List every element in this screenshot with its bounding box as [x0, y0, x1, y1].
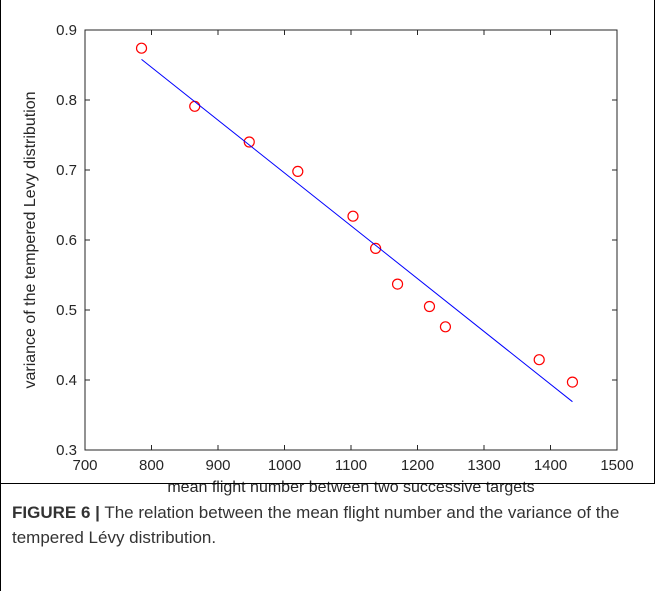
x-tick-label: 1400 — [534, 457, 567, 474]
x-axis-label: mean flight number between two successiv… — [167, 479, 534, 496]
x-tick-label: 1200 — [401, 457, 434, 474]
y-tick-label: 0.4 — [56, 372, 77, 389]
data-point — [189, 100, 201, 112]
frame-left-edge — [0, 0, 1, 591]
scatter-chart: 700 800 900 1000 1100 1200 1300 1400 1500 0.3 0.4 0… — [22, 22, 634, 496]
x-tick-label: 1300 — [467, 457, 500, 474]
y-axis-label: variance of the tempered Levy distributi… — [22, 91, 39, 388]
tick-labels: 700 800 900 1000 1100 1200 1300 1400 1500 0.3 0.4 0… — [56, 22, 634, 474]
data-point — [423, 300, 436, 313]
x-tick-label: 900 — [205, 457, 230, 474]
data-point — [439, 321, 452, 333]
y-tick-label: 0.6 — [56, 232, 77, 249]
y-tick-label: 0.3 — [56, 442, 77, 459]
x-tick-label: 800 — [139, 457, 164, 474]
data-point — [566, 376, 579, 388]
data-point — [243, 136, 255, 148]
data-point — [370, 242, 382, 254]
y-tick-label: 0.7 — [56, 162, 77, 179]
caption-divider — [0, 483, 655, 484]
data-point — [292, 165, 304, 177]
data-point — [347, 210, 359, 222]
y-tick-label: 0.5 — [56, 302, 77, 319]
plot-frame — [84, 29, 618, 451]
caption-text: The relation between the mean flight num… — [12, 503, 620, 547]
x-tick-label: 1500 — [600, 457, 633, 474]
data-point — [533, 354, 545, 366]
fit-line — [141, 59, 573, 403]
chart-marks — [135, 42, 579, 403]
x-tick-label: 1100 — [335, 457, 367, 474]
x-tick-label: 1000 — [268, 457, 301, 474]
data-point — [391, 278, 404, 290]
figure-caption: FIGURE 6 | The relation between the mean… — [12, 500, 642, 550]
y-tick-label: 0.9 — [56, 22, 77, 39]
figure-label: FIGURE 6 | — [12, 503, 100, 522]
data-point — [135, 42, 148, 54]
axes — [84, 29, 618, 451]
x-tick-label: 700 — [72, 457, 97, 474]
y-tick-label: 0.8 — [56, 92, 77, 109]
